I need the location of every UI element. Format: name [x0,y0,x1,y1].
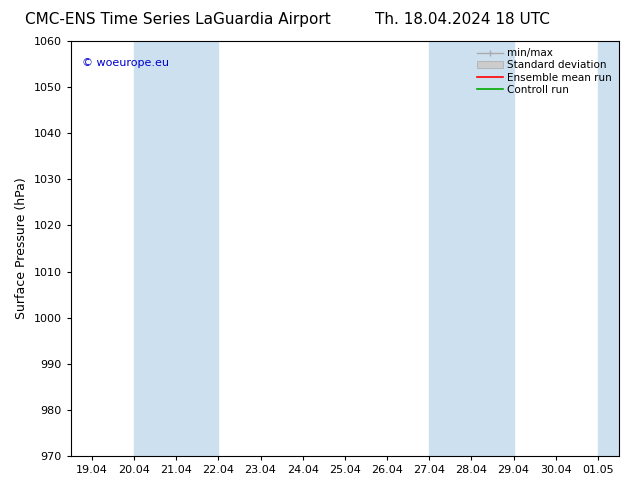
Text: Th. 18.04.2024 18 UTC: Th. 18.04.2024 18 UTC [375,12,550,27]
Bar [598,41,619,456]
Legend: min/max, Standard deviation, Ensemble mean run, Controll run: min/max, Standard deviation, Ensemble me… [472,44,616,99]
Text: CMC-ENS Time Series LaGuardia Airport: CMC-ENS Time Series LaGuardia Airport [25,12,330,27]
Text: © woeurope.eu: © woeurope.eu [82,58,169,68]
Y-axis label: Surface Pressure (hPa): Surface Pressure (hPa) [15,178,28,319]
Bar [429,41,514,456]
Bar [134,41,218,456]
